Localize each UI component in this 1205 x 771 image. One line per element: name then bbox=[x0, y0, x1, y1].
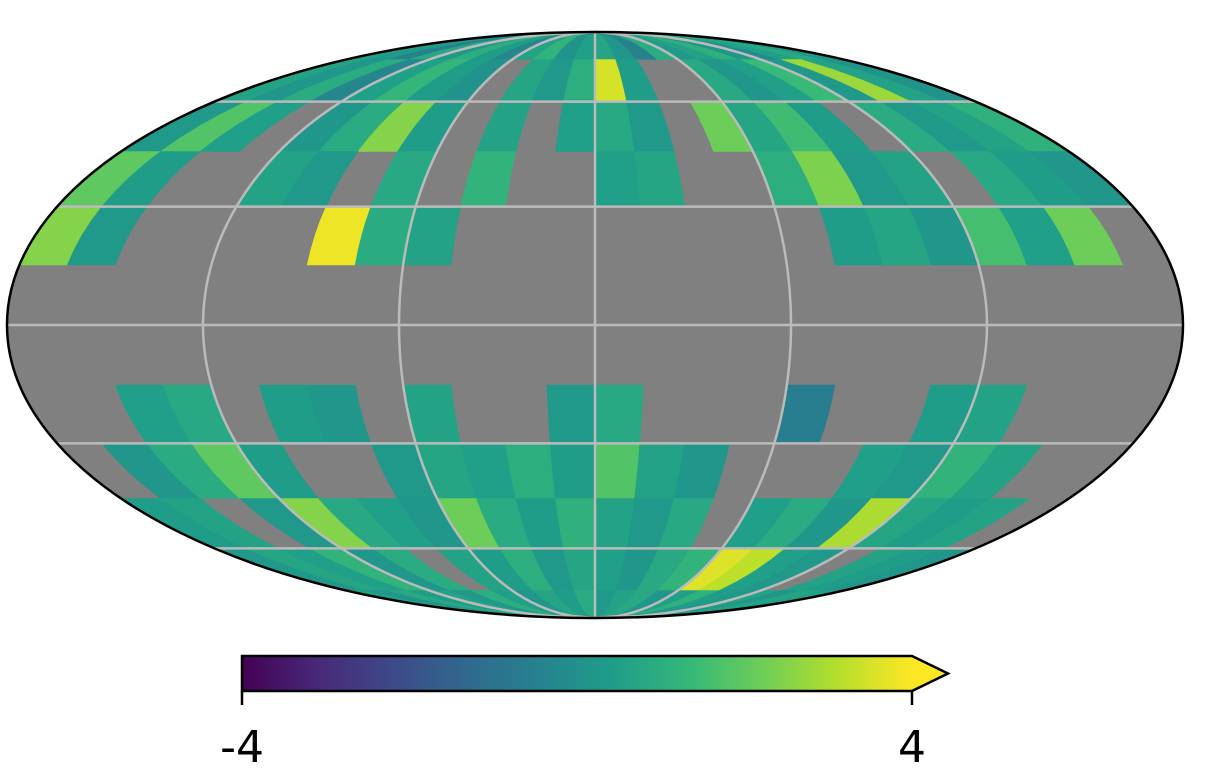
sky-pixel bbox=[594, 443, 641, 499]
sky-pixel bbox=[199, 101, 311, 152]
colorbar-body bbox=[242, 656, 912, 691]
sky-outline bbox=[5, 30, 1185, 620]
sky-pixel bbox=[549, 443, 596, 499]
sky-pixel bbox=[66, 206, 148, 266]
colorbar-tick-label: -4 bbox=[220, 722, 264, 771]
sky-pixel bbox=[594, 384, 644, 444]
sky-pixel bbox=[594, 151, 641, 207]
colorbar-tick-label: 4 bbox=[898, 722, 926, 771]
sky-pixel bbox=[1042, 206, 1124, 266]
colorbar-outline bbox=[240, 654, 951, 693]
sky-pixel bbox=[546, 384, 596, 444]
colorbar-extend bbox=[912, 656, 948, 691]
colorbar: -4 4 bbox=[220, 654, 951, 771]
sky-map bbox=[5, 30, 1185, 620]
